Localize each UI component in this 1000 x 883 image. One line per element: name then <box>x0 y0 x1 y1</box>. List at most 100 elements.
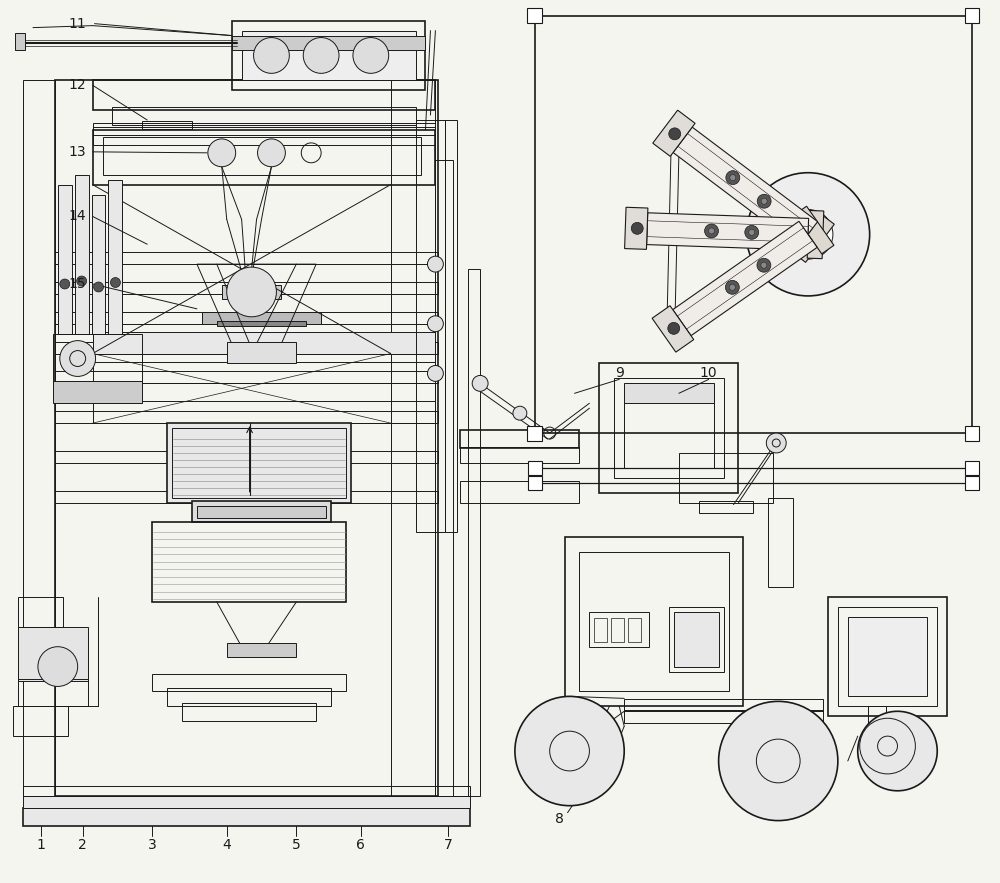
Bar <box>93 332 435 353</box>
Bar <box>93 361 435 383</box>
Circle shape <box>719 701 838 820</box>
Polygon shape <box>673 127 818 247</box>
Text: 15: 15 <box>69 277 86 291</box>
Bar <box>624 383 714 404</box>
Bar <box>460 430 579 448</box>
Bar <box>227 643 296 657</box>
Bar <box>92 194 105 334</box>
Bar <box>142 121 192 129</box>
Bar <box>391 80 435 796</box>
Bar <box>55 372 438 383</box>
Circle shape <box>254 38 289 73</box>
Bar <box>965 461 979 475</box>
Bar <box>75 175 89 334</box>
Text: 8: 8 <box>555 811 564 826</box>
Circle shape <box>726 170 740 185</box>
Circle shape <box>783 209 833 259</box>
Circle shape <box>60 279 70 289</box>
Circle shape <box>761 199 767 204</box>
Polygon shape <box>807 210 824 259</box>
Bar <box>58 185 72 334</box>
Bar <box>53 334 142 383</box>
Bar <box>93 401 435 423</box>
Bar <box>55 282 438 294</box>
Bar <box>13 706 68 736</box>
Bar <box>197 506 326 517</box>
Bar <box>18 680 88 706</box>
Bar <box>468 269 480 796</box>
Text: 12: 12 <box>69 79 86 92</box>
Text: 13: 13 <box>69 145 86 159</box>
Bar <box>965 426 979 441</box>
Circle shape <box>757 194 771 208</box>
Circle shape <box>110 277 120 288</box>
Circle shape <box>858 712 937 791</box>
Bar <box>828 597 947 716</box>
Circle shape <box>427 256 443 272</box>
Bar <box>93 127 435 145</box>
Circle shape <box>94 282 104 292</box>
Bar <box>838 607 937 706</box>
Bar <box>108 179 122 334</box>
Bar <box>594 618 607 642</box>
Circle shape <box>746 173 870 296</box>
Bar <box>55 253 438 264</box>
Text: 7: 7 <box>444 839 453 852</box>
Bar <box>242 31 416 80</box>
Circle shape <box>513 406 527 420</box>
Circle shape <box>729 284 735 291</box>
Bar <box>527 8 542 23</box>
Bar <box>460 480 579 502</box>
Bar <box>669 607 724 672</box>
Bar <box>589 612 649 646</box>
Bar <box>768 498 793 587</box>
Bar <box>167 423 351 502</box>
Bar <box>535 16 972 433</box>
Circle shape <box>208 139 236 167</box>
Bar <box>93 130 435 185</box>
Bar <box>192 501 331 523</box>
Circle shape <box>427 366 443 381</box>
Bar <box>460 447 579 463</box>
Circle shape <box>730 175 736 181</box>
Circle shape <box>227 267 276 317</box>
Circle shape <box>745 225 759 239</box>
Bar <box>232 20 425 90</box>
Circle shape <box>709 228 715 234</box>
Bar <box>112 107 416 125</box>
Bar <box>55 342 438 353</box>
Bar <box>579 552 729 691</box>
Bar <box>55 451 438 463</box>
Bar <box>624 710 823 723</box>
Polygon shape <box>647 213 809 250</box>
Text: 5: 5 <box>292 839 301 852</box>
Bar <box>679 453 773 502</box>
Bar <box>55 411 438 423</box>
Bar <box>222 285 281 299</box>
Circle shape <box>761 262 767 268</box>
Bar <box>965 8 979 23</box>
Bar <box>23 808 470 826</box>
Bar <box>445 120 457 532</box>
Bar <box>699 501 753 512</box>
Polygon shape <box>794 207 834 253</box>
Bar <box>93 80 435 110</box>
Circle shape <box>427 316 443 332</box>
Circle shape <box>60 341 96 376</box>
Bar <box>103 137 421 175</box>
Bar <box>528 461 542 475</box>
Circle shape <box>749 230 755 236</box>
Text: 4: 4 <box>222 839 231 852</box>
Bar <box>611 618 624 642</box>
Bar <box>15 33 25 50</box>
Bar <box>93 123 435 135</box>
Bar <box>527 426 542 441</box>
Bar <box>848 617 927 697</box>
Circle shape <box>705 224 718 238</box>
Bar <box>965 476 979 490</box>
Circle shape <box>77 276 87 286</box>
Circle shape <box>38 646 78 686</box>
Circle shape <box>353 38 389 73</box>
Bar <box>217 321 306 326</box>
Polygon shape <box>673 222 817 336</box>
